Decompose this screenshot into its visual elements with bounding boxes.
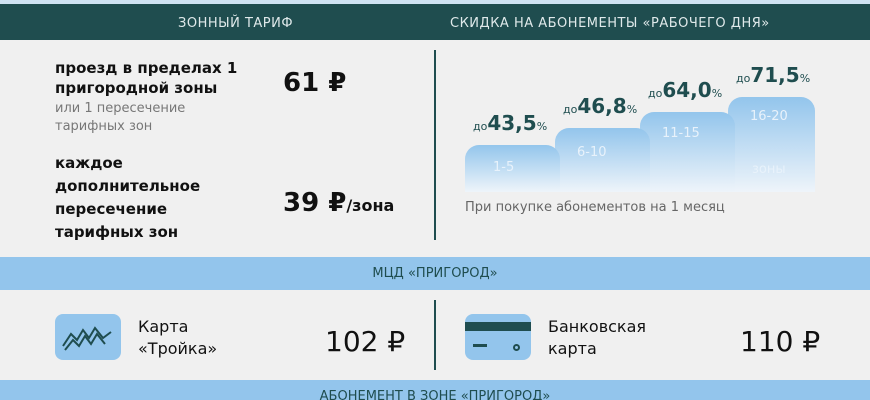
discount-step: 11-15 — [640, 112, 735, 192]
step-discount: до64,0% — [648, 78, 723, 102]
price-value: 39 ₽ — [283, 188, 347, 218]
price-unit: /зона — [346, 196, 395, 215]
step-zones: 6-10 — [577, 145, 607, 160]
divider — [434, 300, 436, 370]
bank-card-label: Банковская карта — [548, 317, 647, 358]
divider — [434, 50, 436, 240]
tariff-item1-title: проезд в пределах 1 пригородной зоны — [55, 59, 238, 97]
step-discount: до46,8% — [563, 94, 638, 118]
bank-card-icon — [465, 314, 531, 360]
discount-step: 1-5 — [465, 145, 560, 192]
step-discount: до71,5% — [736, 63, 811, 87]
tariff-item1-price: 61 ₽ — [283, 68, 347, 98]
zones-label: зоны — [752, 162, 786, 177]
mcd-band: МЦД «ПРИГОРОД» — [0, 257, 870, 290]
footer-band: АБОНЕМЕНТ В ЗОНЕ «ПРИГОРОД» — [0, 380, 870, 400]
bank-card-price: 110 ₽ — [740, 325, 821, 358]
step-discount: до43,5% — [473, 111, 548, 135]
tariff-item2-title: каждое дополнительное пересечение тарифн… — [55, 154, 201, 241]
discount-step: 6-10 — [555, 128, 650, 192]
troika-label: Карта «Тройка» — [138, 317, 218, 358]
troika-price: 102 ₽ — [325, 325, 406, 358]
step-zones: 16-20 — [750, 109, 788, 124]
discount-step: 16-20 — [728, 97, 815, 192]
zone-tariff-heading: ЗОННЫЙ ТАРИФ — [178, 16, 294, 31]
step-zones: 11-15 — [662, 126, 700, 141]
header-bar: ЗОННЫЙ ТАРИФ СКИДКА НА АБОНЕМЕНТЫ «РАБОЧ… — [0, 0, 870, 40]
step-zones: 1-5 — [493, 160, 515, 175]
discount-note: При покупке абонементов на 1 месяц — [465, 200, 725, 215]
tariff-item1-sub: или 1 пересечение тарифных зон — [55, 101, 186, 134]
tariff-item2-price: 39 ₽/зона — [283, 188, 394, 218]
troika-icon — [55, 314, 121, 360]
discount-heading: СКИДКА НА АБОНЕМЕНТЫ «РАБОЧЕГО ДНЯ» — [450, 16, 770, 31]
